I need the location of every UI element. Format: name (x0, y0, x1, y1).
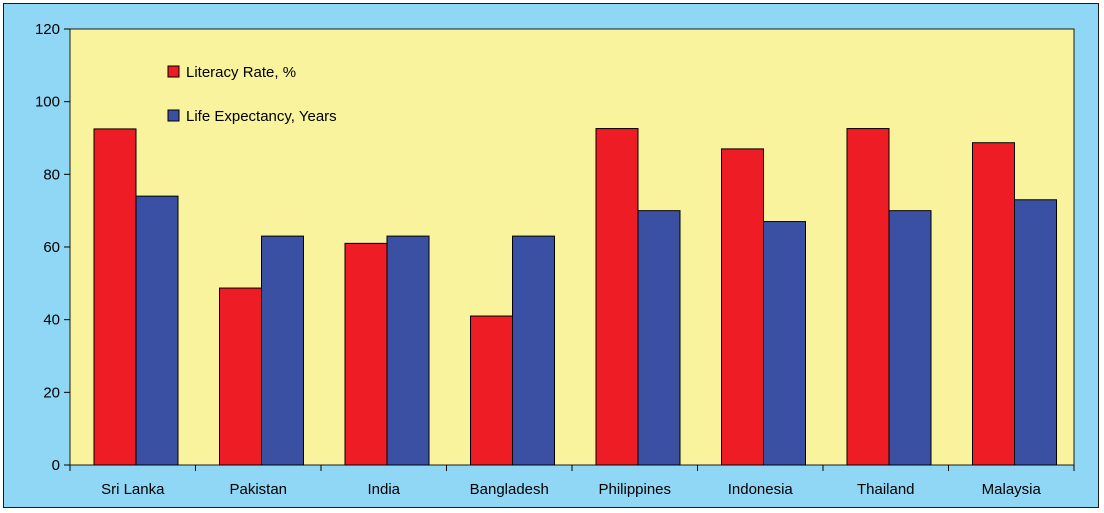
x-tick-label: Malaysia (982, 481, 1042, 498)
x-tick-label: Philippines (598, 481, 671, 498)
bar-life-expectancy-philippines (637, 210, 681, 466)
x-tick-label: Thailand (857, 481, 915, 498)
legend-label-literacy: Literacy Rate, % (186, 64, 296, 81)
y-tick-label: 20 (43, 384, 60, 401)
y-tick-label: 120 (35, 21, 60, 38)
legend: Literacy Rate, % Life Expectancy, Years (167, 64, 337, 125)
x-tick-label: Bangladesh (470, 481, 549, 498)
bar-literacy-pakistan (219, 287, 262, 466)
bar-literacy-sri-lanka (93, 128, 137, 466)
x-tick-label: Indonesia (728, 481, 794, 498)
legend-swatch-life-expectancy (167, 109, 180, 122)
bar-life-expectancy-malaysia (1014, 199, 1057, 466)
x-tick-label: India (367, 481, 400, 498)
bar-life-expectancy-indonesia (763, 221, 806, 466)
bar-life-expectancy-thailand (888, 210, 932, 466)
bar-literacy-malaysia (972, 142, 1015, 466)
y-tick-label: 100 (35, 94, 60, 111)
bar-life-expectancy-sri-lanka (135, 195, 179, 466)
x-tick-label: Sri Lanka (101, 481, 165, 498)
y-tick-label: 60 (43, 239, 60, 256)
bar-life-expectancy-india (386, 235, 430, 466)
bar-life-expectancy-bangladesh (512, 235, 555, 466)
bars-group (93, 128, 1057, 466)
bar-literacy-thailand (846, 128, 890, 466)
bar-life-expectancy-pakistan (261, 235, 304, 466)
x-tick-label: Pakistan (229, 481, 287, 498)
bar-literacy-india (344, 242, 388, 466)
y-tick-label: 80 (43, 166, 60, 183)
bar-literacy-bangladesh (470, 315, 513, 466)
y-tick-label: 40 (43, 312, 60, 329)
legend-label-life-expectancy: Life Expectancy, Years (186, 108, 337, 125)
bar-literacy-indonesia (721, 148, 764, 466)
axes-group: Sri Lanka Pakistan India Bangladesh Philippi… (35, 21, 1075, 498)
y-tick-label: 0 (52, 457, 60, 474)
bar-literacy-philippines (595, 128, 639, 466)
legend-swatch-literacy (167, 65, 180, 78)
